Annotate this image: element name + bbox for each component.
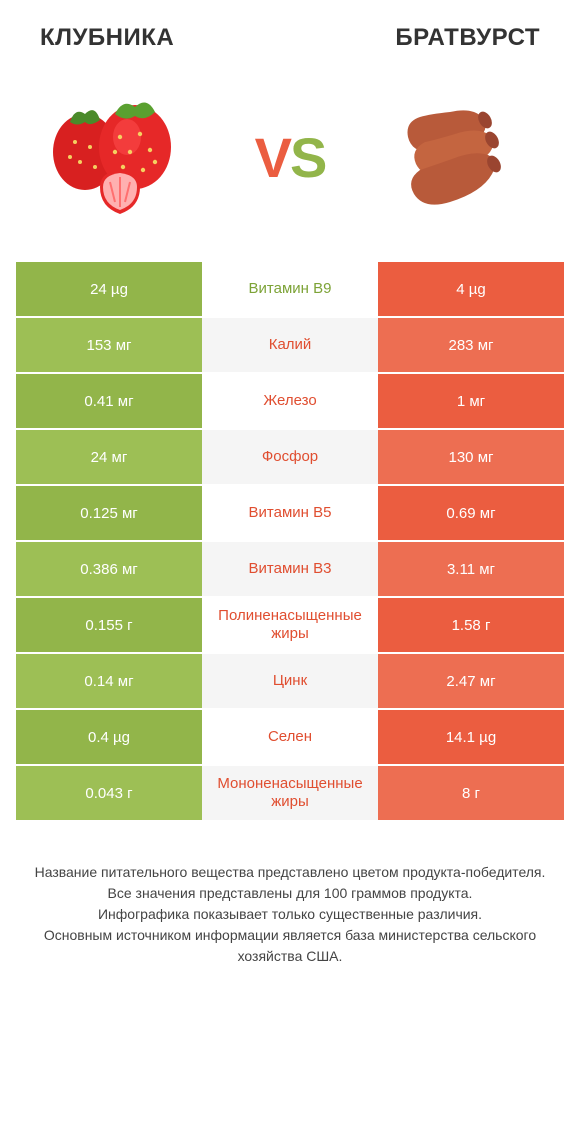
- nutrient-label: Полиненасыщенные жиры: [202, 598, 378, 652]
- footer-notes: Название питательного вещества представл…: [0, 822, 580, 987]
- left-value: 24 мг: [16, 430, 202, 484]
- table-row: 153 мгКалий283 мг: [16, 318, 564, 372]
- nutrient-label: Витамин B5: [202, 486, 378, 540]
- footer-line: Все значения представлены для 100 граммо…: [30, 883, 550, 904]
- left-food-title: КЛУБНИКА: [40, 24, 174, 52]
- footer-line: Название питательного вещества представл…: [30, 862, 550, 883]
- comparison-table: 24 µgВитамин B94 µg153 мгКалий283 мг0.41…: [16, 262, 564, 820]
- left-value: 0.4 µg: [16, 710, 202, 764]
- left-value: 0.386 мг: [16, 542, 202, 596]
- left-value: 24 µg: [16, 262, 202, 316]
- right-value: 283 мг: [378, 318, 564, 372]
- table-row: 0.41 мгЖелезо1 мг: [16, 374, 564, 428]
- header: КЛУБНИКА БРАТВУРСТ: [0, 0, 580, 62]
- nutrient-label: Селен: [202, 710, 378, 764]
- vs-label: VS: [255, 125, 326, 190]
- nutrient-label: Цинк: [202, 654, 378, 708]
- right-value: 0.69 мг: [378, 486, 564, 540]
- right-value: 4 µg: [378, 262, 564, 316]
- images-row: VS: [0, 62, 580, 262]
- strawberry-image: [40, 87, 200, 227]
- right-value: 8 г: [378, 766, 564, 820]
- nutrient-label: Железо: [202, 374, 378, 428]
- left-value: 0.14 мг: [16, 654, 202, 708]
- left-value: 0.125 мг: [16, 486, 202, 540]
- nutrient-label: Калий: [202, 318, 378, 372]
- right-value: 1 мг: [378, 374, 564, 428]
- right-value: 2.47 мг: [378, 654, 564, 708]
- table-row: 0.043 гМононенасыщенные жиры8 г: [16, 766, 564, 820]
- left-value: 153 мг: [16, 318, 202, 372]
- nutrient-label: Витамин B9: [202, 262, 378, 316]
- right-value: 3.11 мг: [378, 542, 564, 596]
- vs-v: V: [255, 126, 290, 189]
- footer-line: Инфографика показывает только существенн…: [30, 904, 550, 925]
- right-value: 130 мг: [378, 430, 564, 484]
- sausage-image: [380, 87, 540, 227]
- table-row: 0.386 мгВитамин B33.11 мг: [16, 542, 564, 596]
- right-food-title: БРАТВУРСТ: [395, 24, 540, 52]
- nutrient-label: Фосфор: [202, 430, 378, 484]
- right-value: 1.58 г: [378, 598, 564, 652]
- table-row: 0.125 мгВитамин B50.69 мг: [16, 486, 564, 540]
- table-row: 0.155 гПолиненасыщенные жиры1.58 г: [16, 598, 564, 652]
- left-value: 0.41 мг: [16, 374, 202, 428]
- vs-s: S: [290, 126, 325, 189]
- left-value: 0.155 г: [16, 598, 202, 652]
- footer-line: Основным источником информации является …: [30, 925, 550, 967]
- table-row: 24 µgВитамин B94 µg: [16, 262, 564, 316]
- table-row: 0.14 мгЦинк2.47 мг: [16, 654, 564, 708]
- left-value: 0.043 г: [16, 766, 202, 820]
- nutrient-label: Мононенасыщенные жиры: [202, 766, 378, 820]
- table-row: 24 мгФосфор130 мг: [16, 430, 564, 484]
- nutrient-label: Витамин B3: [202, 542, 378, 596]
- right-value: 14.1 µg: [378, 710, 564, 764]
- table-row: 0.4 µgСелен14.1 µg: [16, 710, 564, 764]
